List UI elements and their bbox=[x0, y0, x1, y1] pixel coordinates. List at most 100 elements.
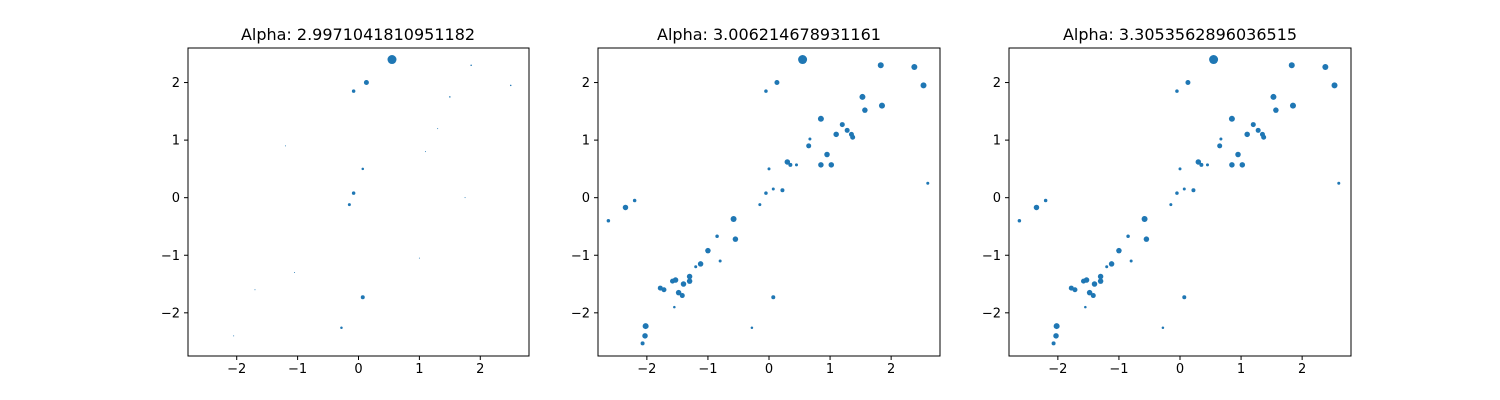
data-point bbox=[464, 197, 466, 199]
data-point bbox=[640, 341, 645, 346]
data-point bbox=[839, 122, 845, 128]
data-point bbox=[642, 333, 648, 339]
data-point bbox=[673, 305, 676, 309]
y-tick-label: 2 bbox=[172, 76, 180, 91]
data-point bbox=[750, 326, 754, 330]
data-point bbox=[694, 265, 698, 269]
data-point bbox=[470, 64, 472, 67]
data-point bbox=[1051, 341, 1056, 346]
data-point bbox=[1141, 215, 1148, 222]
data-point bbox=[767, 167, 771, 171]
data-point bbox=[771, 295, 776, 300]
data-point bbox=[806, 143, 812, 149]
data-point bbox=[1209, 55, 1219, 65]
y-tick-label: 2 bbox=[582, 76, 590, 91]
data-point bbox=[509, 84, 512, 87]
data-point bbox=[1017, 218, 1022, 223]
data-point bbox=[1097, 273, 1104, 280]
data-point bbox=[758, 203, 762, 207]
data-point bbox=[1289, 102, 1296, 109]
x-tick-label: 1 bbox=[415, 362, 423, 377]
data-point bbox=[1116, 247, 1122, 254]
data-point bbox=[449, 96, 451, 98]
data-point bbox=[670, 278, 676, 284]
subplot-1: Alpha: 2.9971041810951182 −2 −1 0 1 2 −2 −1 0 1 2 bbox=[161, 25, 530, 377]
subplot-2: Alpha: 3.006214678931161 −2 −1 0 1 2 −2 −1 0 1 2 bbox=[571, 25, 941, 377]
data-point bbox=[351, 191, 356, 195]
data-point bbox=[1182, 295, 1187, 300]
y-tick-label: −1 bbox=[982, 249, 1001, 264]
data-point bbox=[622, 204, 629, 211]
data-point bbox=[1084, 305, 1087, 309]
data-point bbox=[1217, 143, 1223, 149]
data-point bbox=[1199, 162, 1204, 167]
data-point bbox=[1244, 131, 1250, 138]
data-point bbox=[632, 198, 637, 203]
data-point bbox=[284, 145, 286, 147]
data-point bbox=[363, 80, 369, 86]
data-point bbox=[437, 128, 439, 130]
y-tick-label: −1 bbox=[161, 249, 180, 264]
data-point bbox=[294, 272, 296, 274]
data-point bbox=[254, 289, 256, 291]
data-point bbox=[730, 215, 737, 222]
data-point bbox=[715, 234, 719, 239]
data-point bbox=[824, 151, 830, 158]
x-tick-label: −1 bbox=[698, 362, 717, 377]
data-point bbox=[1097, 278, 1104, 284]
data-point bbox=[1108, 261, 1115, 267]
data-point bbox=[817, 115, 824, 122]
data-point bbox=[387, 55, 397, 65]
data-point bbox=[833, 131, 839, 138]
data-point bbox=[1086, 289, 1093, 296]
data-point bbox=[1195, 159, 1202, 165]
data-point bbox=[1143, 236, 1150, 242]
data-point bbox=[360, 295, 365, 300]
data-point bbox=[920, 82, 927, 89]
subplot-2-title: Alpha: 3.006214678931161 bbox=[657, 25, 881, 44]
data-point bbox=[1191, 188, 1196, 193]
y-tick-label: 1 bbox=[172, 134, 180, 149]
data-point bbox=[361, 167, 365, 171]
data-point bbox=[780, 188, 785, 193]
data-point bbox=[1178, 167, 1182, 171]
data-point bbox=[347, 203, 351, 207]
subplot-2-points bbox=[606, 55, 930, 346]
data-point bbox=[1175, 89, 1179, 93]
data-point bbox=[1053, 333, 1059, 339]
x-tick-label: −1 bbox=[1109, 362, 1128, 377]
data-point bbox=[1337, 181, 1341, 185]
data-point bbox=[697, 261, 704, 267]
data-point bbox=[1270, 93, 1277, 100]
data-point bbox=[911, 63, 918, 70]
x-tick-label: 2 bbox=[476, 362, 484, 377]
subplot-3: Alpha: 3.3053562896036515 −2 −1 0 1 2 −2 −1 0 1 2 bbox=[982, 25, 1352, 377]
x-tick-label: 1 bbox=[826, 362, 834, 377]
data-point bbox=[1255, 127, 1261, 133]
data-point bbox=[788, 162, 793, 167]
data-point bbox=[424, 151, 426, 153]
subplot-3-title: Alpha: 3.3053562896036515 bbox=[1063, 25, 1297, 44]
data-point bbox=[771, 187, 775, 191]
x-tick-label: −2 bbox=[227, 362, 246, 377]
data-point bbox=[862, 107, 868, 113]
data-point bbox=[926, 181, 930, 185]
x-tick-label: 0 bbox=[354, 362, 362, 377]
x-tick-label: 0 bbox=[1176, 362, 1184, 377]
data-point bbox=[1068, 285, 1074, 291]
data-point bbox=[606, 218, 611, 223]
data-point bbox=[1261, 134, 1267, 140]
subplot-1-title: Alpha: 2.9971041810951182 bbox=[241, 25, 475, 44]
y-tick-label: −2 bbox=[982, 306, 1001, 321]
data-point bbox=[1229, 162, 1235, 168]
y-tick-label: 1 bbox=[582, 134, 590, 149]
data-point bbox=[680, 281, 687, 287]
data-point bbox=[675, 289, 682, 296]
data-point bbox=[828, 162, 835, 168]
data-point bbox=[1235, 151, 1241, 158]
data-point bbox=[718, 259, 722, 263]
x-tick-label: 2 bbox=[1298, 362, 1306, 377]
x-tick-label: 0 bbox=[765, 362, 773, 377]
